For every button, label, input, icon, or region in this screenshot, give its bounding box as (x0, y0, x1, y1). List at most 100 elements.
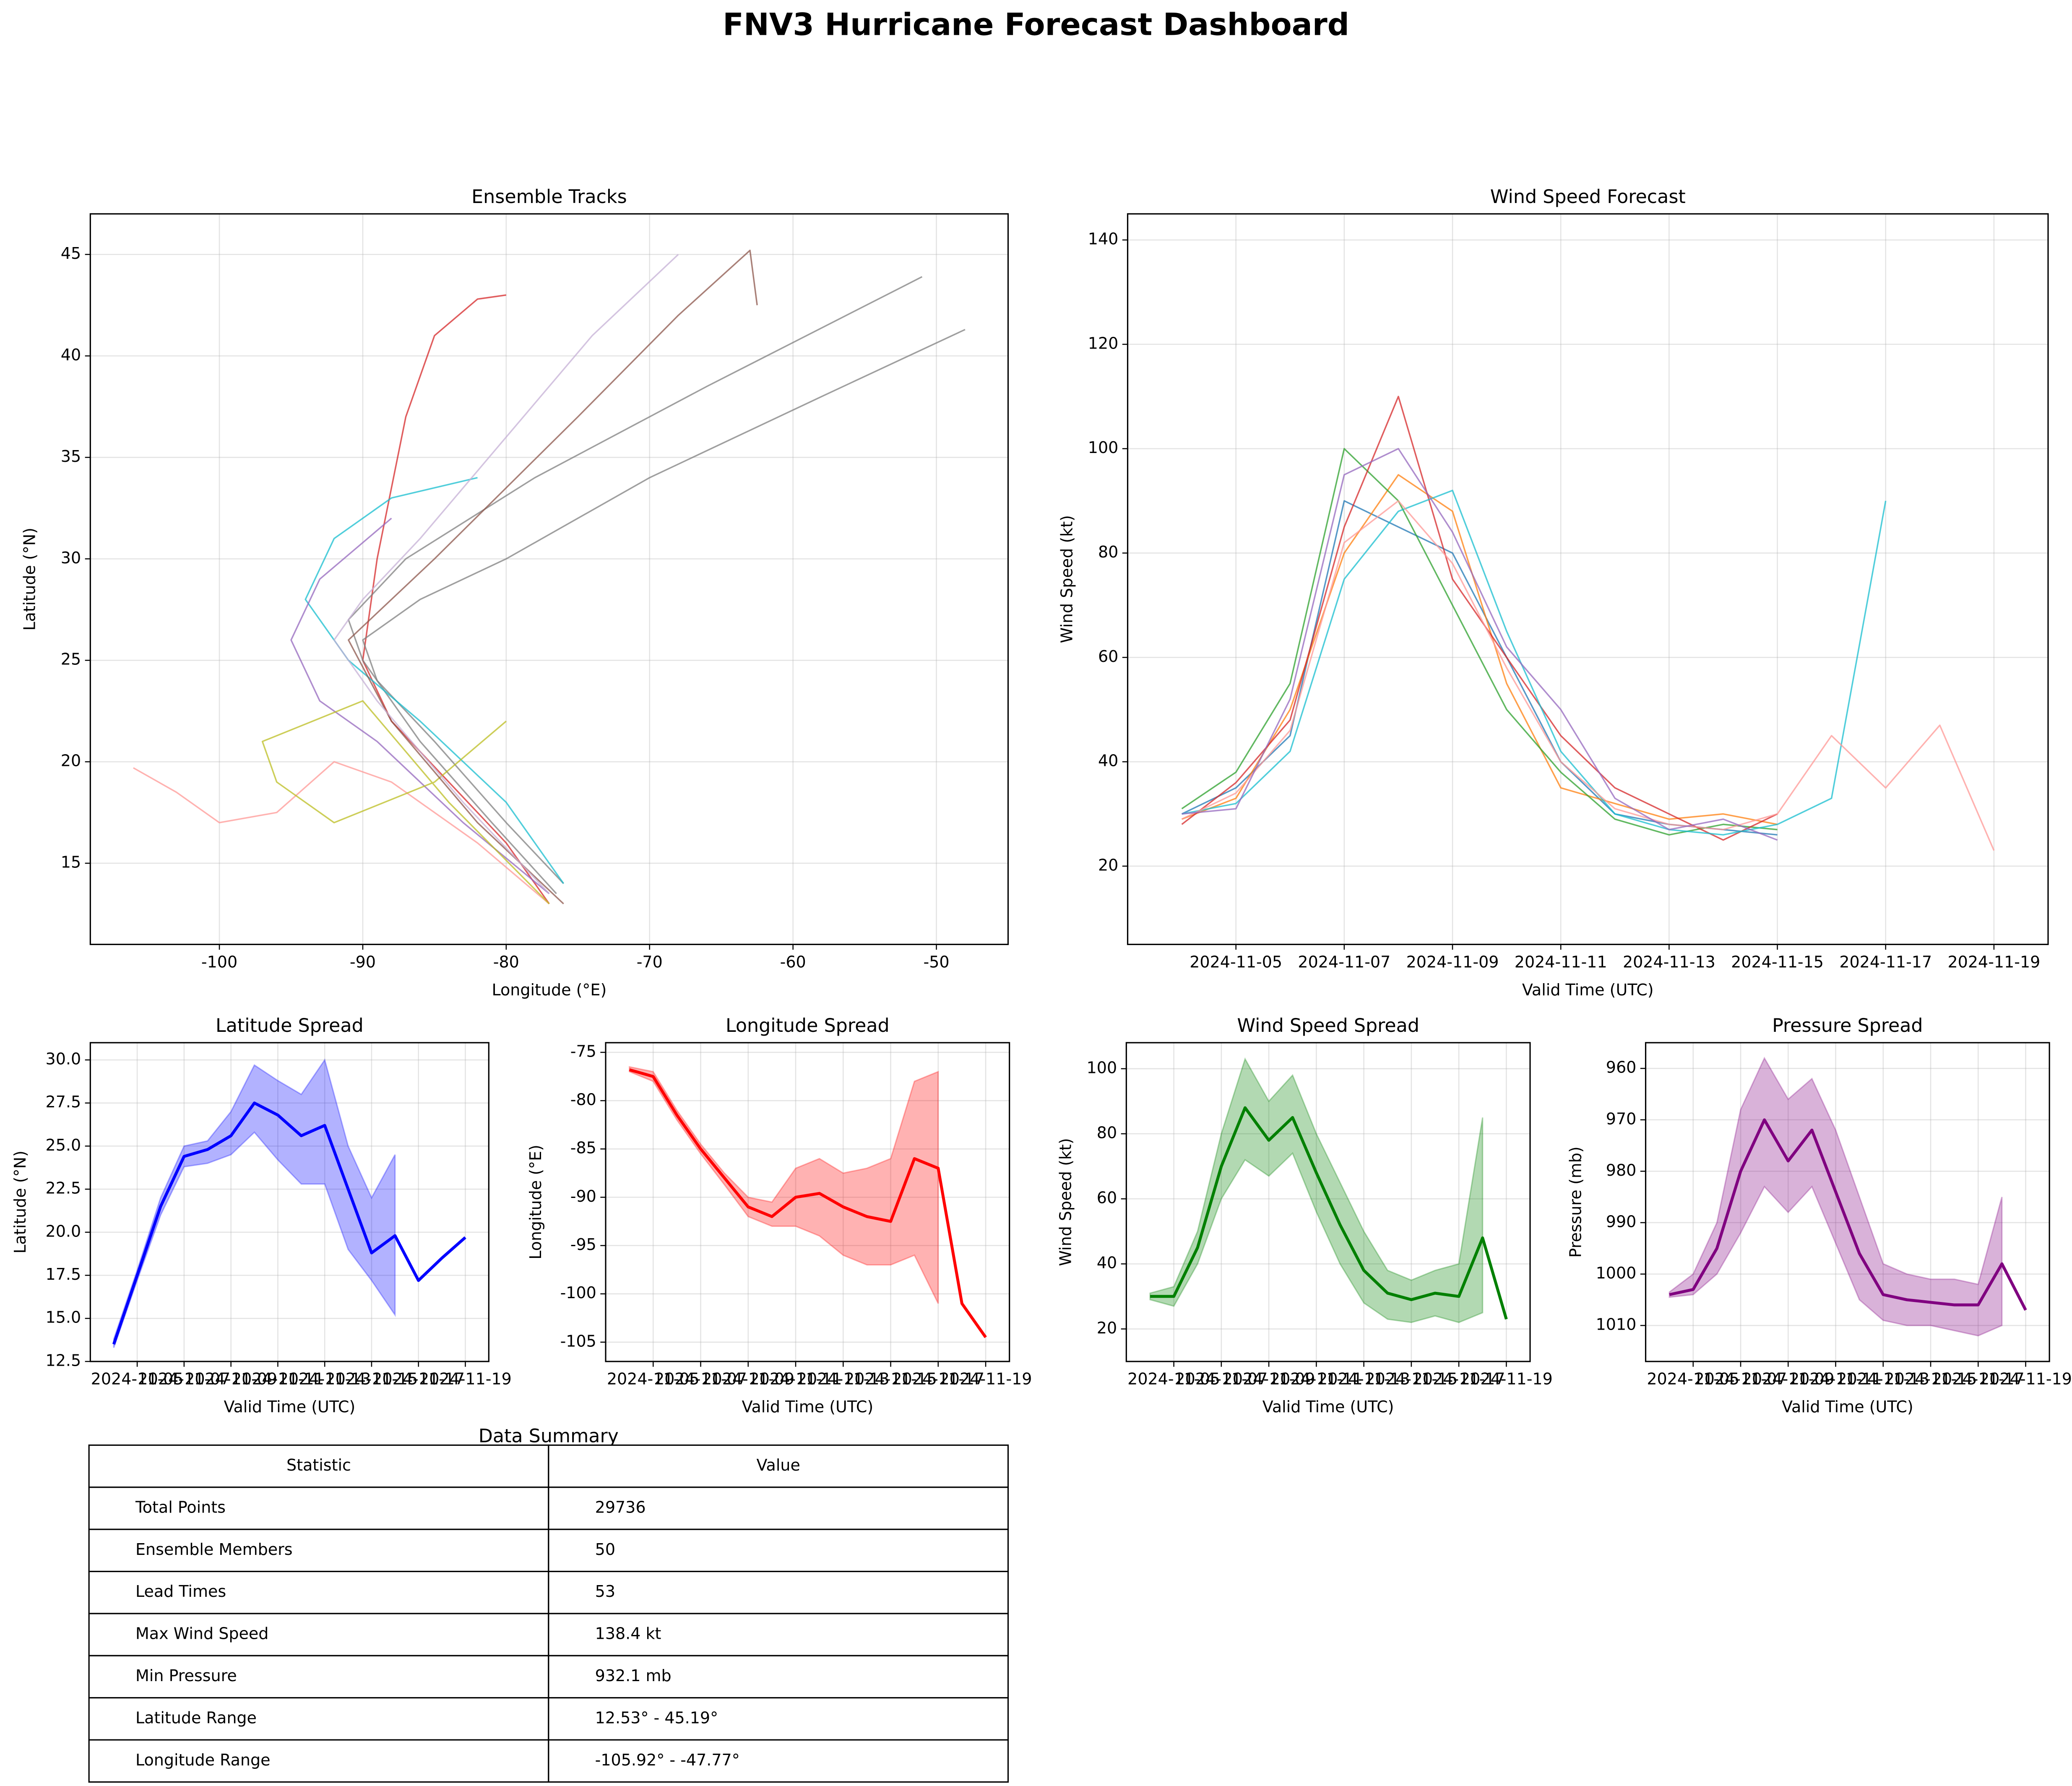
x-tick-label: 2024-11-19 (1460, 1370, 1553, 1388)
y-tick-label: 40 (1098, 752, 1118, 770)
x-tick-label: 2024-11-15 (1365, 1370, 1458, 1388)
y-tick-label: 15.0 (46, 1308, 81, 1327)
data-line (1181, 448, 1778, 836)
chart-title: Wind Speed Spread (1237, 1015, 1419, 1036)
y-tick-label: 100 (1088, 438, 1119, 457)
table-cell (88, 1487, 549, 1530)
x-tick-label: 2024-11-13 (1623, 953, 1715, 971)
x-tick-label: 2024-11-19 (1979, 1370, 2072, 1388)
x-tick-label: 2024-11-11 (1515, 953, 1607, 971)
x-axis-label: Valid Time (UTC) (1262, 1398, 1394, 1416)
chart-title: Latitude Spread (216, 1015, 364, 1036)
chart-panel: Wind Speed Forecast 2024-11-05 2024-11-07 2… (1058, 186, 2049, 999)
y-tick-label: 100 (1087, 1058, 1117, 1077)
x-tick-label: 2024-11-13 (1317, 1370, 1410, 1388)
y-tick-label: 80 (1097, 1124, 1117, 1142)
x-tick-label: 2024-11-09 (702, 1370, 794, 1388)
y-tick-label: 45 (61, 244, 81, 263)
table-title: Data Summary (479, 1425, 619, 1447)
x-axis-label: Valid Time (UTC) (742, 1398, 873, 1416)
table-cell (548, 1444, 1009, 1488)
data-line (629, 1068, 987, 1338)
y-tick-label: 970 (1606, 1109, 1637, 1128)
y-tick-label: 40 (61, 346, 81, 364)
x-tick-label: 2024-11-17 (1839, 953, 1932, 971)
x-tick-label: 2024-11-09 (1406, 953, 1499, 971)
table-cell-text: Latitude Range (135, 1708, 257, 1727)
y-tick-label: -105 (560, 1332, 596, 1350)
chart-title: Pressure Spread (1772, 1015, 1923, 1036)
x-tick-label: 2024-11-05 (1647, 1370, 1739, 1388)
y-tick-label: 20 (1098, 856, 1118, 874)
x-tick-label: 2024-11-09 (1742, 1370, 1835, 1388)
x-tick-label: -100 (201, 953, 237, 971)
data-line (1181, 500, 1995, 851)
y-tick-label: 80 (1098, 543, 1118, 561)
table-cell (548, 1655, 1009, 1699)
axes-frame (89, 213, 1009, 945)
x-tick-label: 2024-11-15 (1885, 1370, 1977, 1388)
table-cell-text: Min Pressure (135, 1666, 237, 1685)
y-tick-label: 990 (1606, 1212, 1637, 1231)
x-tick-label: 2024-11-07 (138, 1370, 230, 1388)
x-tick-label: -90 (350, 953, 376, 971)
table-cell-text: Ensemble Members (135, 1540, 293, 1559)
chart-panel: Pressure Spread2024-11-052024-11-072024-… (1566, 1015, 2072, 1416)
table-cell-text: -105.92° - -47.77° (595, 1751, 740, 1769)
y-axis-label: Wind Speed (kt) (1056, 1138, 1075, 1266)
axes-frame (1125, 1042, 1531, 1362)
x-tick-label: 2024-11-07 (1298, 953, 1390, 971)
x-tick-label: 2024-11-09 (1223, 1370, 1315, 1388)
data-line (348, 276, 923, 894)
table-cell-text: Total Points (135, 1498, 226, 1516)
table-cell-text: 932.1 mb (595, 1666, 672, 1685)
table-cell (88, 1739, 549, 1783)
x-tick-label: -80 (493, 953, 519, 971)
y-tick-label: 140 (1088, 230, 1119, 248)
data-line (133, 761, 550, 905)
y-tick-label: 35 (61, 447, 81, 466)
y-tick-label: 60 (1098, 647, 1118, 666)
table-cell (548, 1487, 1009, 1530)
y-tick-label: 20 (61, 752, 81, 770)
x-tick-label: 2024-11-11 (1789, 1370, 1882, 1388)
table-cell-text: 53 (595, 1582, 615, 1601)
x-tick-label: 2024-11-13 (279, 1370, 371, 1388)
chart-panel: Latitude Spread2024-11-052024-11-072024-… (11, 1015, 512, 1416)
data-line (362, 294, 550, 904)
axes-frame (1127, 213, 2049, 945)
chart-title: Longitude Spread (726, 1015, 890, 1036)
axes-frame (1645, 1042, 2050, 1362)
table-header: Statistic (286, 1456, 351, 1474)
y-tick-label: -95 (570, 1235, 596, 1254)
x-tick-label: 2024-11-19 (419, 1370, 512, 1388)
chart-title: Ensemble Tracks (471, 186, 627, 208)
y-axis-label: Latitude (°N) (11, 1151, 29, 1254)
y-tick-label: 30.0 (46, 1049, 81, 1068)
table-cell-text: 138.4 kt (595, 1625, 661, 1643)
table-header: Value (756, 1456, 800, 1474)
table-cell-text: Max Wind Speed (135, 1625, 268, 1643)
spread-band (1669, 1057, 2003, 1337)
y-tick-label: 1000 (1596, 1264, 1637, 1282)
x-tick-label: 2024-11-17 (372, 1370, 465, 1388)
spread-band (1149, 1057, 1484, 1323)
y-tick-label: 960 (1606, 1058, 1637, 1077)
x-tick-label: 2024-11-11 (1270, 1370, 1363, 1388)
y-tick-label: -90 (570, 1187, 596, 1205)
table-cell (88, 1570, 549, 1614)
data-line (112, 1101, 466, 1345)
y-axis-label: Wind Speed (kt) (1058, 515, 1076, 643)
y-tick-label: 30 (61, 549, 81, 567)
y-tick-label: 60 (1097, 1189, 1117, 1207)
data-line (1150, 1106, 1508, 1320)
x-tick-label: -50 (924, 953, 950, 971)
y-tick-label: -75 (570, 1042, 596, 1060)
y-tick-label: 25 (61, 650, 81, 669)
x-tick-label: 2024-11-19 (940, 1370, 1032, 1388)
table-cell (88, 1528, 549, 1573)
data-line (1181, 474, 1778, 825)
table-cell-text: 29736 (595, 1498, 646, 1516)
y-tick-label: 1010 (1596, 1315, 1637, 1334)
